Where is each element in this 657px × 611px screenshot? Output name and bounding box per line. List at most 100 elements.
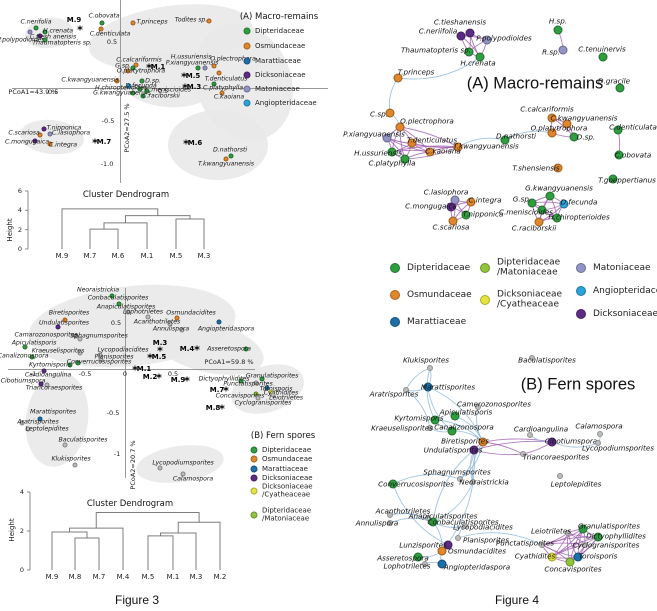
- point-label: Cibotiumspora: [0, 377, 46, 385]
- node-label: C.meniscioides: [498, 207, 554, 217]
- edge-line: [399, 126, 459, 148]
- legend-item-line: Dicksoniaceae: [262, 473, 313, 482]
- legend-item: Osmundaceae: [407, 290, 472, 300]
- edge-line: [432, 481, 474, 523]
- point-label: Converrucosisporites: [66, 358, 132, 366]
- node-label: Dictyophyllidites: [586, 531, 646, 541]
- network-node: [387, 147, 397, 157]
- site-marker: *: [146, 61, 152, 75]
- data-point: [109, 293, 115, 299]
- panel-dendrogram-spores: Cluster Dendrogram Height 0 2 4 M.9 M.8 M.7 M.4 M…: [8, 480, 330, 595]
- data-point: [73, 333, 79, 339]
- network-node: [462, 523, 468, 529]
- data-point: [77, 350, 83, 356]
- network-node: [413, 552, 423, 562]
- node-label: H.crenata: [460, 58, 496, 68]
- network-node: [430, 415, 440, 425]
- data-point: [38, 381, 44, 387]
- data-point: [157, 465, 163, 471]
- x-axis-tick: -0.5: [78, 370, 92, 378]
- edge-line: [432, 449, 475, 523]
- point-label: Annulispora: [152, 325, 190, 333]
- node-label: C.mongugaica: [405, 201, 457, 211]
- node-label: Marattisporites: [420, 382, 476, 392]
- site-marker: *: [183, 137, 189, 151]
- cluster-blob: [18, 116, 86, 158]
- edge-line: [541, 542, 586, 546]
- point-label: D.nathorsti: [212, 146, 248, 154]
- node-label: Conbaculatisporites: [427, 517, 499, 527]
- legend-swatch-lg: [480, 263, 490, 273]
- network-node: [608, 174, 618, 184]
- point-label: Punctatisporites: [223, 380, 273, 388]
- network-node: [461, 210, 471, 220]
- network-node: [500, 135, 510, 145]
- node-label: D.sp.: [576, 132, 596, 142]
- point-label: Kyrtomisporis: [29, 361, 71, 369]
- network-node: [547, 437, 557, 447]
- point-label: Angiopteridaspora: [197, 325, 255, 333]
- legend-item-line: Dipteridaceae: [262, 445, 312, 454]
- data-point: [72, 462, 78, 468]
- data-point: [33, 25, 39, 31]
- node-label: C.kwangyuanensis: [550, 113, 618, 123]
- point-label: H.ussuriensis: [170, 53, 212, 61]
- edge-line: [397, 56, 481, 80]
- point-label: T.denticulatus: [204, 75, 248, 83]
- point-label: P.xiangyuanensis: [165, 59, 219, 67]
- site-marker-label: M.3: [186, 83, 202, 91]
- site-marker-label: M.5: [185, 72, 201, 80]
- point-label: C.platyphylla: [203, 84, 243, 92]
- edge-line: [61, 208, 159, 249]
- network-node: [393, 73, 403, 83]
- legend-item-line: Angiopteridaceae: [593, 285, 657, 296]
- data-point: [32, 138, 38, 144]
- data-point: [62, 442, 68, 448]
- legend-item-line: /Cyatheaceae: [497, 300, 559, 310]
- data-point: [55, 324, 61, 330]
- site-marker-label: M.5: [151, 353, 167, 361]
- panel-pcoa-macro-remains: -0.5 0.5 0.5 -0.5 -1.0 PCoA1=43.9 % PCoA2=27.5…: [0, 0, 330, 185]
- point-label: O.platytrophora: [116, 67, 166, 75]
- height-axis-tick: 2: [17, 225, 23, 234]
- network-node: [407, 138, 417, 148]
- site-marker: *: [181, 70, 187, 84]
- point-label: C.lasiophora: [52, 129, 90, 137]
- node-label: D.gracile: [597, 76, 631, 86]
- dendrogram-lines: [27, 491, 221, 571]
- data-point: [126, 83, 132, 89]
- site-marker-label: M.6: [187, 139, 203, 147]
- network-node: [547, 552, 557, 562]
- y-axis-tick: -0.5: [101, 117, 115, 125]
- point-label: Planisporites: [94, 353, 134, 361]
- site-marker: *: [182, 81, 188, 95]
- edge-line: [177, 521, 221, 570]
- point-label: Osmundacidites: [166, 309, 216, 317]
- node-label: T.goeppertianus: [598, 175, 656, 185]
- network-node: [470, 479, 476, 485]
- node-label: Osmundacidites: [448, 546, 506, 556]
- x-axis-tick: 0.5: [157, 87, 169, 95]
- legend-swatch-b: [390, 317, 400, 327]
- node-label: C.platyphylla: [368, 158, 416, 168]
- point-label: C.meniscioides: [145, 86, 191, 94]
- node-label: T.denticulatus: [406, 135, 458, 145]
- legend-title: (A) Macro-remains: [239, 12, 319, 22]
- network-node: [466, 197, 476, 207]
- edge-line: [147, 535, 174, 570]
- point-label: G.kwangyuanensis: [93, 89, 151, 97]
- dendrogram-leaf-label: M.8: [68, 573, 82, 581]
- legend-swatch-b: [250, 465, 258, 473]
- legend-item: Matoniaceae: [593, 263, 651, 273]
- figure4-legend: Dipteridaceae Osmundaceae Marattiaceae Dipt…: [385, 255, 657, 340]
- data-point: [139, 78, 145, 84]
- point-label: D.fecunda: [125, 83, 156, 90]
- node-label: C.tieshanensis: [433, 17, 487, 27]
- node-label: R.sp.: [542, 47, 560, 57]
- legend-item-line: /Cyatheaceae: [262, 491, 311, 499]
- data-point: [29, 354, 35, 360]
- point-label: Anapiculatisporites: [96, 303, 156, 311]
- y-axis-tick: 0.5: [110, 319, 122, 327]
- data-point: [259, 376, 265, 382]
